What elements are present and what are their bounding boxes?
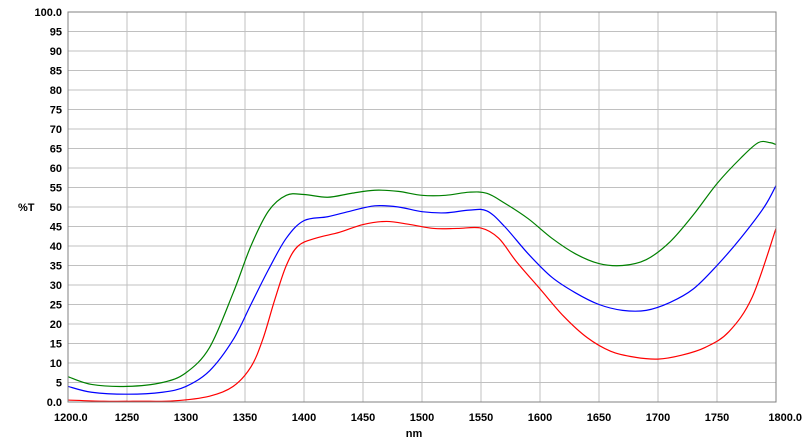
x-tick-label: 1200.0 — [54, 412, 88, 424]
x-tick-label: 1400 — [292, 412, 316, 424]
y-tick-label: 0.0 — [47, 397, 62, 409]
y-tick-label: 5 — [56, 378, 62, 390]
grid — [67, 11, 777, 403]
y-tick-label: 20 — [50, 319, 62, 331]
plot-frame — [67, 11, 777, 403]
y-tick-label: 30 — [50, 280, 62, 292]
y-tick-labels: 0.0 5 10 15 20 25 30 35 40 45 50 55 60 65 70 75 80 85 90 95… — [34, 7, 62, 409]
y-tick-label: 60 — [50, 163, 62, 175]
y-axis-label: %T — [18, 202, 35, 214]
y-tick-label: 55 — [50, 183, 62, 195]
y-tick-label: 100.0 — [34, 7, 62, 19]
y-tick-label: 85 — [50, 66, 62, 78]
y-tick-label: 95 — [50, 27, 62, 39]
x-tick-label: 1650 — [587, 412, 611, 424]
series-line-1 — [67, 140, 777, 388]
y-tick-label: 45 — [50, 222, 62, 234]
x-tick-label: 1600 — [528, 412, 552, 424]
y-tick-label: 90 — [50, 46, 62, 58]
y-tick-label: 25 — [50, 300, 62, 312]
x-tick-label: 1300 — [174, 412, 198, 424]
x-tick-labels: 1200.0 1250 1300 1350 1400 1450 1500 1550 1600 16… — [54, 412, 802, 424]
x-tick-label: 1450 — [351, 412, 375, 424]
x-tick-label: 1800.0 — [768, 412, 802, 424]
x-tick-label: 1500 — [410, 412, 434, 424]
x-axis-label: nm — [406, 428, 423, 440]
y-tick-label: 10 — [50, 358, 62, 370]
x-tick-label: 1350 — [233, 412, 257, 424]
x-tick-label: 1250 — [115, 412, 139, 424]
y-tick-label: 75 — [50, 105, 62, 117]
y-tick-label: 15 — [50, 339, 62, 351]
y-tick-label: 80 — [50, 85, 62, 97]
x-tick-label: 1700 — [646, 412, 670, 424]
series-lines — [67, 140, 777, 402]
y-tick-label: 70 — [50, 124, 62, 136]
y-tick-label: 35 — [50, 261, 62, 273]
x-tick-label: 1750 — [705, 412, 729, 424]
y-tick-label: 50 — [50, 202, 62, 214]
y-tick-label: 65 — [50, 144, 62, 156]
x-tick-label: 1550 — [469, 412, 493, 424]
series-line-3 — [67, 220, 777, 402]
series-line-2 — [67, 185, 777, 395]
y-tick-label: 40 — [50, 241, 62, 253]
